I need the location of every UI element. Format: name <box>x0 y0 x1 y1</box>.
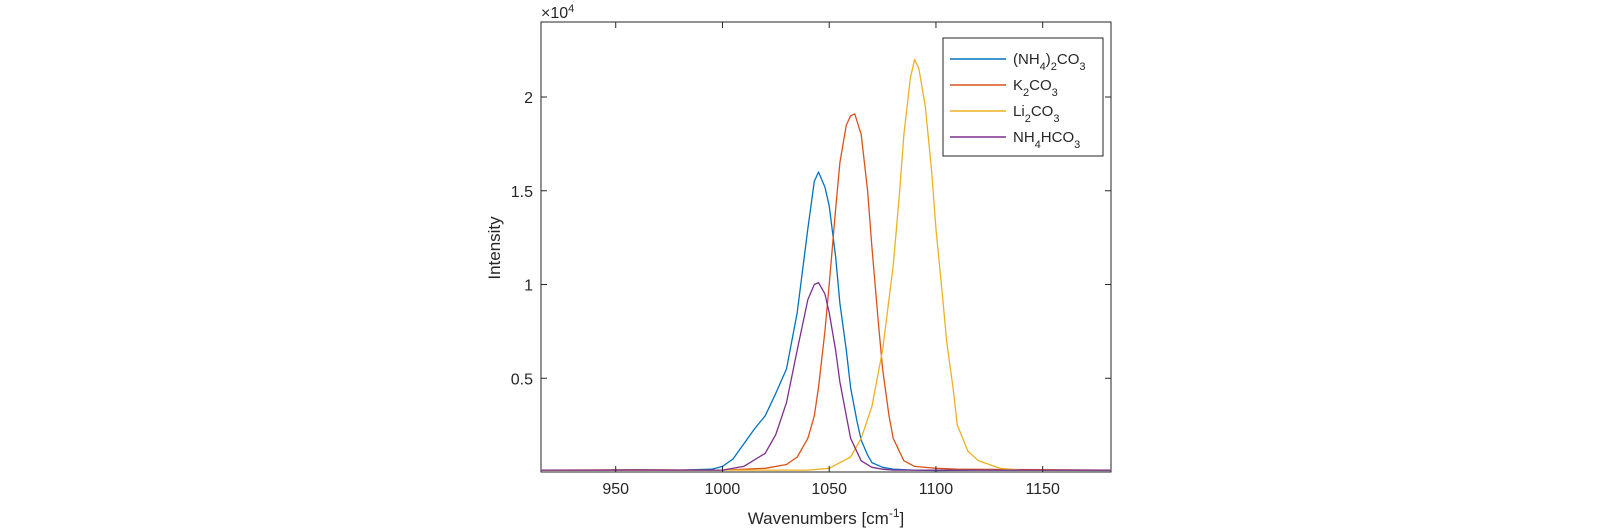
legend-label-nh4-2co3: (NH4)2CO3 <box>1013 51 1086 73</box>
y-tick-label-2: 1.5 <box>511 184 533 201</box>
axes-box <box>540 21 1112 473</box>
y-axis-label: Intensity <box>485 216 504 280</box>
series-line-0 <box>540 171 1112 472</box>
legend: (NH4)2CO3 K2CO3 Li2CO3 NH4HCO3 <box>942 37 1104 157</box>
legend-label-li2co3: Li2CO3 <box>1013 103 1059 125</box>
series-line-2 <box>540 58 1112 471</box>
y-exponent-label: ×104 <box>541 3 574 22</box>
x-tick-label-0: 950 <box>602 481 629 498</box>
series-layer <box>540 58 1112 472</box>
x-tick-label-2: 1050 <box>811 481 847 498</box>
legend-label-nh4hco3: NH4HCO3 <box>1013 129 1080 151</box>
tick-layer: 950 1000 1050 1100 1150 0.5 1 1.5 2 <box>511 22 1111 498</box>
y-tick-label-3: 2 <box>524 90 533 107</box>
series-line-3 <box>540 281 1112 471</box>
y-tick-label-1: 1 <box>524 278 533 295</box>
plot-area: 950 1000 1050 1100 1150 0.5 1 1.5 2 <box>511 21 1112 498</box>
x-tick-label-3: 1100 <box>919 481 954 498</box>
x-tick-label-1: 1000 <box>705 481 741 498</box>
series-line-1 <box>540 113 1112 471</box>
x-tick-label-4: 1150 <box>1025 481 1060 498</box>
y-tick-label-0: 0.5 <box>511 371 533 388</box>
x-axis-label: Wavenumbers [cm-1] <box>748 506 904 528</box>
